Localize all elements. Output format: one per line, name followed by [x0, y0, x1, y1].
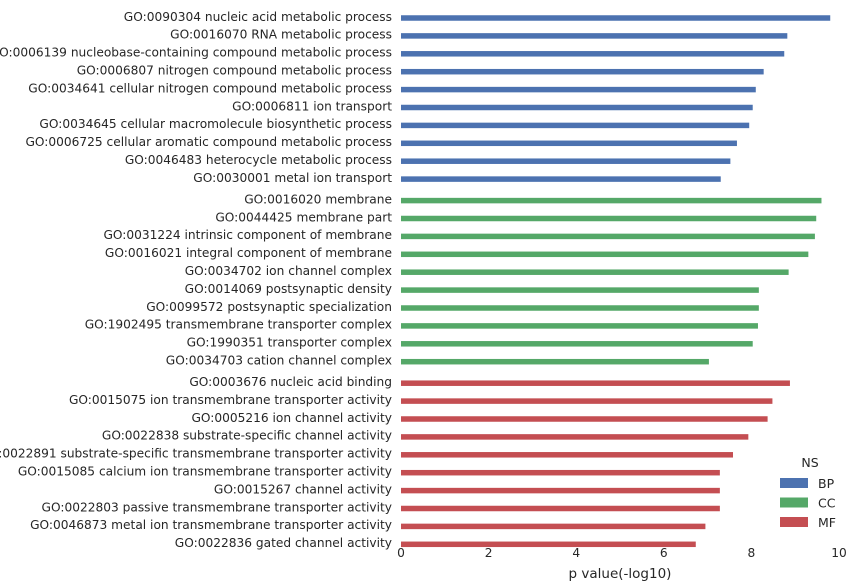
bar-bp	[401, 51, 785, 57]
legend-label: BP	[818, 476, 835, 491]
bar-mf	[401, 452, 734, 458]
category-label: GO:0014069 postsynaptic density	[185, 282, 392, 296]
category-label: GO:0034645 cellular macromolecule biosyn…	[39, 117, 392, 131]
bar-mf	[401, 398, 773, 404]
category-label: GO:0090304 nucleic acid metabolic proces…	[124, 10, 392, 24]
category-label: GO:0015267 channel activity	[214, 482, 392, 496]
category-label: GO:0022891 substrate-specific transmembr…	[0, 447, 392, 461]
bar-bp	[401, 33, 788, 39]
category-label: GO:0005216 ion channel activity	[191, 411, 392, 425]
x-tick-label: 8	[748, 546, 756, 560]
bar-bp	[401, 86, 756, 93]
legend-title: NS	[801, 455, 818, 470]
category-label: GO:0003676 nucleic acid binding	[189, 375, 392, 389]
bar-mf	[401, 469, 720, 476]
category-label: GO:0016021 integral component of membran…	[105, 246, 392, 260]
bar-bp	[401, 140, 737, 147]
bar-cc	[401, 341, 753, 347]
bar-cc	[401, 305, 759, 311]
category-label: GO:0015075 ion transmembrane transporter…	[69, 393, 392, 407]
bar-bp	[401, 176, 721, 182]
bar-bp	[401, 68, 764, 75]
category-label: GO:0016020 membrane	[244, 192, 392, 206]
legend-swatch-mf	[780, 517, 808, 527]
bar-bp	[401, 122, 750, 129]
category-label: GO:0034703 cation channel complex	[166, 354, 392, 368]
x-axis-title: p value(-log10)	[569, 566, 672, 582]
category-label: GO:0031224 intrinsic component of membra…	[103, 228, 392, 242]
x-tick-label: 6	[660, 546, 668, 560]
bar-mf	[401, 541, 696, 548]
category-label: GO:1902495 transmembrane transporter com…	[85, 318, 392, 332]
legend-label: CC	[818, 496, 836, 511]
bar-cc	[401, 358, 709, 365]
x-tick-label: 2	[485, 546, 493, 560]
category-label: GO:0034702 ion channel complex	[185, 264, 392, 278]
bar-bp	[401, 158, 731, 164]
bars-layer	[401, 15, 831, 548]
category-label: GO:0006807 nitrogen compound metabolic p…	[77, 64, 392, 78]
bar-cc	[401, 323, 758, 329]
category-label: GO:0099572 postsynaptic specialization	[146, 300, 392, 314]
legend-swatch-bp	[780, 478, 808, 488]
bar-mf	[401, 416, 768, 422]
category-label: GO:0022836 gated channel activity	[175, 536, 392, 550]
legend-label: MF	[818, 515, 836, 530]
category-label: GO:0015085 calcium ion transmembrane tra…	[18, 465, 392, 479]
bar-mf	[401, 505, 720, 512]
category-label: GO:0006811 ion transport	[232, 99, 392, 113]
bar-bp	[401, 104, 753, 111]
category-label: GO:0034641 cellular nitrogen compound me…	[28, 81, 392, 95]
category-label: GO:0044425 membrane part	[215, 210, 392, 224]
category-label: GO:0022803 passive transmembrane transpo…	[42, 500, 392, 514]
bar-cc	[401, 251, 809, 258]
bar-mf	[401, 487, 720, 494]
x-tick-label: 0	[397, 546, 405, 560]
category-label: GO:0046873 metal ion transmembrane trans…	[30, 518, 392, 532]
bar-mf	[401, 523, 706, 530]
bar-cc	[401, 287, 759, 293]
category-label: GO:0030001 metal ion transport	[193, 171, 392, 185]
bar-mf	[401, 434, 749, 440]
category-labels: GO:0090304 nucleic acid metabolic proces…	[0, 10, 392, 550]
legend-swatch-cc	[780, 497, 808, 508]
bar-mf	[401, 380, 790, 386]
category-label: GO:0022838 substrate-specific channel ac…	[102, 429, 392, 443]
x-tick-label: 10	[831, 546, 847, 560]
category-label: GO:0006725 cellular aromatic compound me…	[25, 135, 392, 149]
bar-cc	[401, 269, 789, 275]
bar-cc	[401, 215, 817, 222]
category-label: GO:0006139 nucleobase-containing compoun…	[0, 46, 392, 60]
bar-bp	[401, 15, 831, 21]
category-label: GO:0016070 RNA metabolic process	[170, 28, 392, 42]
bar-cc	[401, 233, 815, 240]
x-tick-label: 4	[572, 546, 580, 560]
category-label: GO:0046483 heterocycle metabolic process	[125, 153, 392, 167]
bar-cc	[401, 197, 822, 204]
category-label: GO:1990351 transporter complex	[187, 336, 392, 350]
x-axis: 0 2 4 6 8 10	[397, 546, 847, 560]
